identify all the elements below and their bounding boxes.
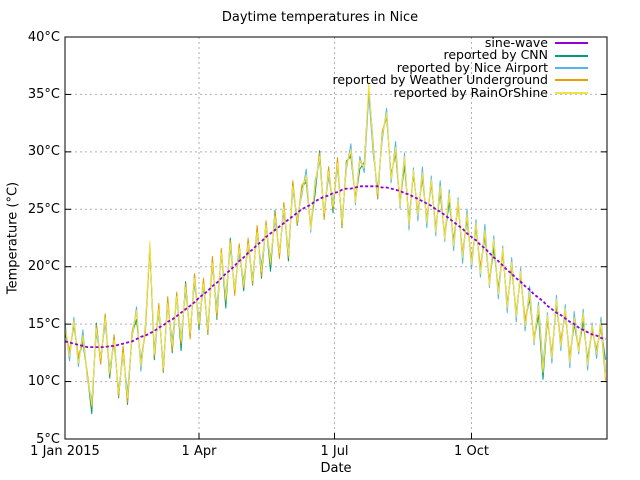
legend-line-sample xyxy=(555,66,588,69)
x-tick-label: 1 Jan 2015 xyxy=(30,444,100,459)
legend-label: reported by RainOrShine xyxy=(393,84,548,100)
legend-label: reported by CNN xyxy=(443,47,548,63)
y-tick-label: 30°C xyxy=(27,144,60,160)
legend-label: sine-wave xyxy=(484,35,548,50)
series-reported-by-nice-airport xyxy=(64,93,606,402)
legend-line-sample xyxy=(555,42,588,45)
legend-label: reported by Weather Underground xyxy=(332,72,548,88)
x-axis-label: Date xyxy=(320,461,352,476)
series-sine-wave xyxy=(64,185,606,349)
legend-line-sample xyxy=(555,54,588,57)
x-tick-label: 1 Jul xyxy=(320,444,349,459)
y-tick-label: 15°C xyxy=(27,316,60,332)
chart-title: Daytime temperatures in Nice xyxy=(221,10,419,25)
legend-item-reported-by-rainorshine: reported by RainOrShine xyxy=(332,84,588,100)
legend-item-reported-by-cnn: reported by CNN xyxy=(332,47,588,63)
y-tick-label: 40°C xyxy=(27,29,60,45)
y-tick-label: 20°C xyxy=(27,259,60,275)
series-reported-by-cnn xyxy=(64,89,606,415)
x-tick-label: 1 Oct xyxy=(454,444,489,459)
legend-line-sample xyxy=(555,91,588,94)
x-tick-label: 1 Apr xyxy=(181,444,217,459)
series-reported-by-weather-underground xyxy=(64,85,606,408)
legend-label: reported by Nice Airport xyxy=(396,59,548,75)
legend-item-sine-wave: sine-wave xyxy=(332,35,588,50)
series-reported-by-rainorshine xyxy=(64,82,606,405)
y-tick-label: 25°C xyxy=(27,201,60,217)
legend-item-reported-by-nice-airport: reported by Nice Airport xyxy=(332,59,588,75)
y-tick-label: 10°C xyxy=(27,374,60,390)
y-tick-label: 5°C xyxy=(36,431,60,447)
plot-border xyxy=(64,36,608,440)
y-axis-label: Temperature (°C) xyxy=(5,181,21,295)
legend-item-reported-by-weather-underground: reported by Weather Underground xyxy=(332,72,588,88)
y-tick-label: 35°C xyxy=(27,86,60,102)
legend: sine-wave reported by CNN reported by Nice… xyxy=(332,35,588,100)
legend-line-sample xyxy=(555,79,588,82)
